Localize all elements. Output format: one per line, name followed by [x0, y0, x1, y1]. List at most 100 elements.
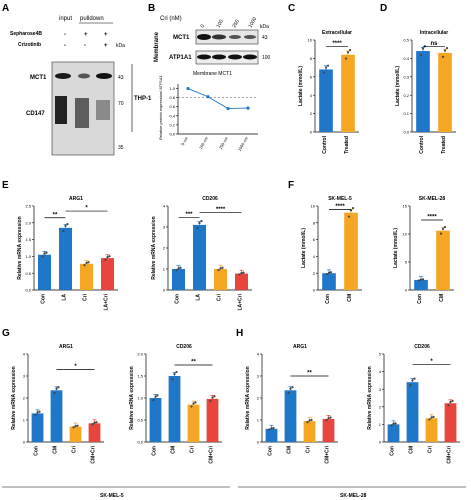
- e-arg1-chart-data-point: [85, 261, 88, 265]
- mct1-label-a: MCT1: [30, 75, 47, 81]
- b-plot-x-label: 1000 nm: [237, 135, 249, 152]
- e-arg1-chart-sig-label: *: [85, 206, 88, 212]
- c-chart-tick-label: 10: [308, 38, 313, 43]
- g-cd206-chart-tick-label: 2.0: [137, 352, 143, 357]
- h-cd206-chart-category-label: CM: [409, 446, 415, 454]
- f-skmel5-chart-title: SK-MEL-5: [328, 196, 352, 202]
- f-skmel28-chart-category-label: CM: [439, 294, 445, 302]
- h-arg1-chart: 0 1 2 3 4 ARG1 Relative mRNA expression Con CM Cr…: [245, 344, 338, 464]
- b-plot-x-label: 0 nm: [180, 135, 189, 146]
- f-skmel28-chart-data-point: [441, 227, 445, 230]
- c-chart-tick-label: 6: [310, 74, 313, 79]
- blot-mct1-b: [195, 29, 259, 45]
- h-cd206-chart-tick-label: 4: [379, 369, 382, 374]
- f-skmel5-chart-sig-label: ****: [335, 204, 345, 210]
- marker-43-a: 43: [118, 75, 124, 81]
- b-plot-series-line: [187, 88, 249, 109]
- e-arg1-chart-title: ARG1: [69, 196, 83, 202]
- e-arg1-chart-data-point: [106, 256, 109, 259]
- mct1-band-input: [55, 73, 71, 79]
- g-arg1-chart-data-point: [76, 424, 79, 427]
- c-chart-bar: [319, 69, 333, 132]
- h-arg1-chart-data-point: [270, 427, 273, 430]
- h-cd206-chart-ylabel: Relative mRNA expression: [367, 366, 373, 429]
- f-skmel5-chart-tick-label: 8: [313, 220, 316, 225]
- kda-label-b: kDa: [260, 24, 269, 30]
- f-skmel28-chart-bar: [414, 279, 428, 290]
- e-cd206-chart-tick-label: 3: [163, 225, 166, 230]
- e-arg1-chart-data-point: [66, 223, 69, 226]
- h-arg1-chart-bar: [265, 428, 278, 442]
- f-skmel5-chart-tick-label: 6: [313, 237, 316, 242]
- atp-band-2: [212, 54, 226, 60]
- dose-0: 0: [200, 23, 207, 29]
- e-arg1-chart-data-point: [43, 252, 46, 255]
- g-cd206-chart-title: CD206: [176, 344, 192, 350]
- d-chart-data-point: [445, 47, 449, 50]
- d-chart-tick-label: 0.1: [403, 111, 409, 116]
- g-arg1-chart-data-point: [36, 411, 39, 414]
- mct1-b-band-2: [212, 34, 226, 40]
- e-cd206-chart-data-point: [219, 267, 222, 270]
- f-skmel28-chart-sig-label: ****: [427, 215, 437, 221]
- h-arg1-chart-data-point: [310, 418, 313, 421]
- g-cd206-chart-category-label: CM: [171, 446, 177, 454]
- c-chart-data-point: [346, 51, 350, 54]
- e-arg1-chart-data-point: [64, 224, 67, 228]
- dose-250: 250: [232, 19, 241, 29]
- f-skmel28-chart-tick-label: 15: [403, 204, 408, 209]
- f-skmel5-chart-data-point: [329, 271, 333, 274]
- mct1-b-band-1: [197, 34, 211, 40]
- g-cd206-chart-tick-label: 1.5: [137, 374, 143, 379]
- atp-band-4: [243, 54, 257, 60]
- crizotinib-label: Crizotinib: [18, 42, 41, 48]
- b-plot-point: [226, 106, 230, 111]
- e-cd206-chart-data-point: [175, 268, 178, 272]
- h-arg1-chart-category-label: CM+Cri: [325, 445, 331, 463]
- e-cd206-chart-sig-label: ***: [185, 212, 193, 218]
- d-chart-tick-label: 0.0: [403, 130, 409, 135]
- panel-letter-b: B: [148, 3, 155, 14]
- f-skmel5-chart-bar: [344, 212, 358, 290]
- h-cd206-chart-category-label: CM+Cri: [447, 445, 453, 463]
- g-arg1-chart: 0 1 2 3 4 ARG1 Relative mRNA expression Con CM Cr…: [11, 344, 104, 464]
- e-arg1-chart: 0.0 0.5 1.0 1.5 2.0 2.5 ARG1 Relative mRNA expr…: [17, 196, 118, 311]
- f-skmel5-chart-category-label: CM: [347, 294, 353, 302]
- sign-r2c2: -: [84, 43, 86, 49]
- g-arg1-chart-data-point: [95, 421, 98, 424]
- e-cd206-chart-category-label: Con: [175, 294, 181, 304]
- h-arg1-chart-tick-label: 3: [257, 374, 260, 379]
- h-cd206-chart-tick-label: 1: [379, 422, 382, 427]
- atp-band-3: [228, 54, 242, 60]
- g-arg1-chart-category-label: CM+Cri: [91, 445, 97, 463]
- marker-70-a: 70: [118, 101, 124, 107]
- h-arg1-chart-bar: [284, 390, 297, 442]
- c-chart-data-point: [324, 66, 328, 69]
- h-cd206-chart-data-point: [449, 401, 452, 404]
- g-cd206-chart-data-point: [209, 399, 212, 403]
- mct1-label-b: MCT1: [173, 35, 190, 41]
- g-cd206-chart-bar: [206, 398, 219, 442]
- h-arg1-chart-category-label: Cri: [306, 445, 312, 453]
- f-skmel28-chart-tick-label: 0: [405, 288, 408, 293]
- f-skmel5-chart-data-point: [349, 209, 353, 212]
- dose-1000: 1000: [248, 16, 259, 29]
- e-cd206-chart-tick-label: 2: [163, 246, 166, 251]
- e-arg1-chart-data-point: [41, 255, 44, 258]
- g-arg1-chart-tick-label: 1: [23, 418, 26, 423]
- e-arg1-chart-bar: [58, 227, 73, 290]
- panel-letter-e: E: [2, 180, 9, 191]
- h-arg1-chart-ylabel: Relative mRNA expression: [245, 366, 251, 429]
- h-cd206-chart-data-point: [392, 422, 395, 425]
- h-arg1-chart-data-point: [329, 416, 332, 419]
- d-chart-data-point: [419, 53, 423, 57]
- e-cd206-chart-bar: [192, 224, 207, 290]
- f-skmel28-chart-data-point: [417, 279, 421, 282]
- e-cd206-chart-category-label: LA: [196, 294, 202, 301]
- e-cd206-chart-data-point: [196, 227, 199, 230]
- marker-100-b: 100: [262, 55, 271, 61]
- mct1-band-pulldown: [78, 73, 90, 79]
- c-chart-bar: [341, 54, 355, 132]
- h-cd206-chart-bar: [444, 403, 457, 442]
- h-cd206-chart-data-point: [413, 377, 416, 380]
